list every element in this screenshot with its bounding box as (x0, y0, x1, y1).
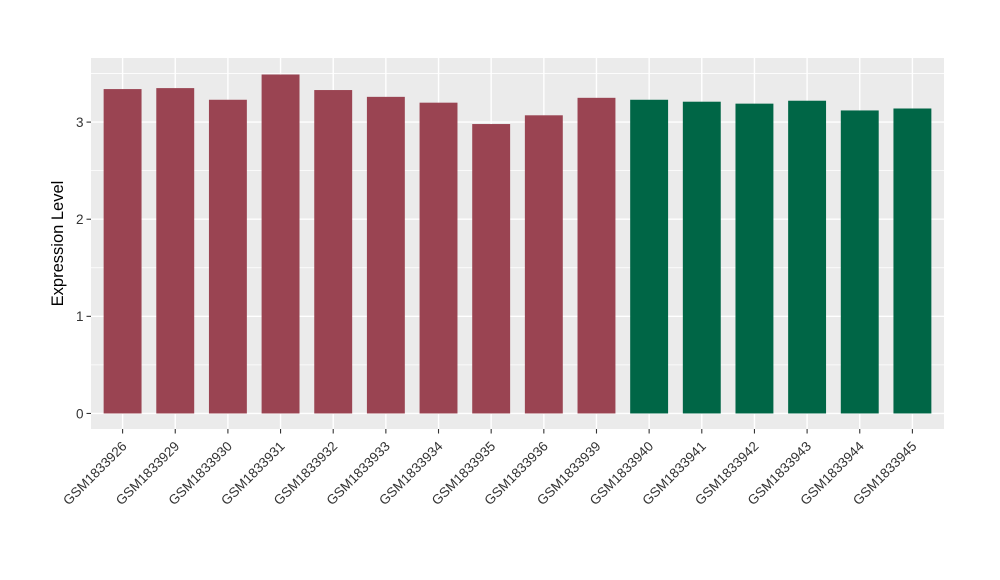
bar-GSM1833931 (261, 74, 300, 414)
bar-GSM1833932 (314, 90, 353, 414)
bar-GSM1833933 (366, 96, 405, 414)
bar-GSM1833930 (208, 99, 247, 414)
bar-GSM1833942 (735, 103, 774, 414)
y-tick-label-1: 1 (76, 309, 84, 324)
y-axis-title: Expression Level (49, 181, 67, 307)
bar-GSM1833945 (893, 108, 932, 414)
bar-GSM1833926 (103, 89, 142, 414)
y-tick-label-0: 0 (76, 406, 84, 421)
bar-GSM1833936 (524, 115, 563, 414)
bar-GSM1833939 (577, 97, 616, 414)
bars-layer (103, 74, 932, 414)
bar-GSM1833941 (682, 101, 721, 414)
y-tick-label-3: 3 (76, 115, 84, 130)
y-tick-label-2: 2 (76, 212, 84, 227)
bar-GSM1833935 (472, 124, 511, 414)
bar-GSM1833934 (419, 102, 458, 414)
bar-GSM1833929 (156, 88, 195, 414)
bar-GSM1833944 (840, 110, 879, 414)
bar-GSM1833940 (630, 99, 669, 414)
bar-GSM1833943 (788, 100, 827, 414)
